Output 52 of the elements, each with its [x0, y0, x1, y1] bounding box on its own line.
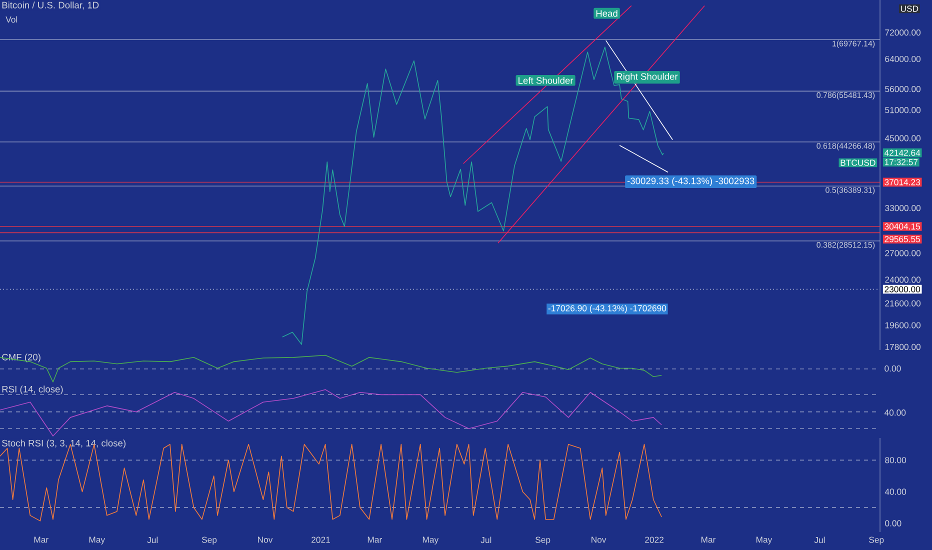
y-tick-label: 24000.00 — [885, 276, 921, 283]
x-tick-label: Jul — [147, 536, 158, 544]
chart-title: Stoch RSI (3, 3, 14, 14, close) — [2, 440, 126, 448]
x-tick-label: May — [756, 536, 772, 544]
y-tick-label: 21600.00 — [885, 300, 921, 306]
ref-line-label: 30404.15 — [884, 223, 920, 230]
ref-line-label: 0.5(36389.31) — [826, 186, 875, 194]
ref-line-label: 37014.23 — [884, 179, 920, 186]
annotation: -30029.33 (-43.13%) -3002933 — [627, 177, 754, 186]
x-tick-label: May — [422, 536, 439, 544]
y-tick-label: 33000.00 — [885, 204, 921, 212]
x-tick-label: Sep — [869, 536, 884, 545]
x-tick-label: Sep — [202, 536, 217, 545]
y-tick-label: 27000.00 — [885, 250, 921, 256]
x-tick-label: May — [89, 536, 106, 544]
ref-line-label: 23000.00 — [884, 286, 920, 292]
y-tick-label: 45000.00 — [884, 135, 921, 142]
text: USD — [900, 6, 918, 12]
annotation: -17026.90 (-43.13%) -1702690 — [548, 304, 666, 314]
y-tick-label: 0.00 — [885, 520, 902, 526]
ref-line-label: 0.382(28512.15) — [816, 242, 875, 250]
text: 17:32:57 — [884, 159, 918, 166]
x-tick-label: Jul — [814, 536, 825, 544]
y-tick-label: 51000.00 — [885, 107, 921, 114]
x-tick-label: Mar — [34, 536, 48, 543]
x-tick-label: Nov — [258, 536, 273, 543]
chart-title: Bitcoin / U.S. Dollar, 1D — [2, 2, 99, 10]
x-tick-label: 2022 — [645, 536, 664, 543]
annotation: Vol — [6, 16, 18, 23]
annotation: Right Shoulder — [616, 72, 678, 82]
x-tick-label: Mar — [701, 536, 716, 543]
chart-title: RSI (14, close) — [2, 386, 63, 394]
x-tick-label: 2021 — [312, 536, 330, 543]
annotation: Head — [596, 10, 618, 17]
y-tick-label: 72000.00 — [885, 29, 921, 36]
x-tick-label: Sep — [536, 536, 550, 545]
ref-line-label: 0.786(55481.43) — [816, 92, 875, 100]
ref-line-label: 0.618(44266.48) — [816, 142, 875, 150]
y-tick-label: 64000.00 — [885, 56, 921, 62]
text: 42142.64 — [884, 150, 920, 156]
x-tick-label: Mar — [368, 536, 382, 543]
annotation: BTCUSD — [840, 160, 876, 166]
y-tick-label: 80.00 — [885, 457, 906, 464]
y-tick-label: 17800.00 — [885, 344, 921, 350]
ref-line-label: 1(69767.14) — [832, 40, 875, 48]
x-tick-label: Jul — [480, 536, 492, 544]
y-tick-label: 40.00 — [884, 488, 906, 495]
y-tick-label: 56000.00 — [885, 86, 921, 92]
x-tick-label: Nov — [592, 536, 606, 543]
ref-line-label: 29565.55 — [884, 236, 920, 242]
y-tick-label: 19600.00 — [885, 322, 921, 328]
annotation: Left Shoulder — [518, 76, 574, 84]
